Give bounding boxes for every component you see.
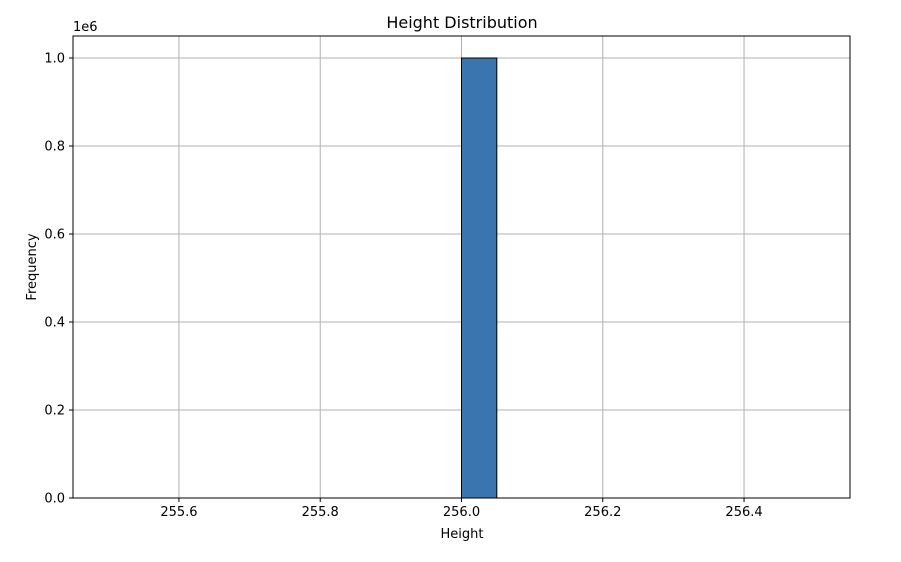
y-tick-label: 0.0: [44, 492, 65, 507]
bars-layer: [461, 57, 498, 499]
histogram-bar: [461, 57, 498, 499]
y-axis-ticks: 0.0 0.2 0.4 0.6 0.8 1.0: [44, 52, 73, 507]
y-axis-offset-label: 1e6: [73, 20, 98, 35]
x-tick-label: 256.2: [584, 505, 621, 520]
x-tick-label: 255.6: [160, 505, 197, 520]
y-tick-label: 0.4: [44, 316, 65, 331]
chart-title: Height Distribution: [386, 13, 537, 32]
y-tick-label: 0.8: [44, 140, 65, 155]
x-tick-label: 256.4: [725, 505, 762, 520]
x-axis-ticks: 255.6 255.8 256.0 256.2 256.4: [160, 498, 763, 520]
x-tick-label: 256.0: [443, 505, 480, 520]
x-tick-label: 255.8: [302, 505, 339, 520]
y-tick-label: 0.6: [44, 228, 65, 243]
y-axis-label: Frequency: [25, 233, 40, 300]
x-axis-label: Height: [441, 527, 484, 542]
y-tick-label: 0.2: [44, 404, 65, 419]
y-tick-label: 1.0: [44, 52, 65, 67]
